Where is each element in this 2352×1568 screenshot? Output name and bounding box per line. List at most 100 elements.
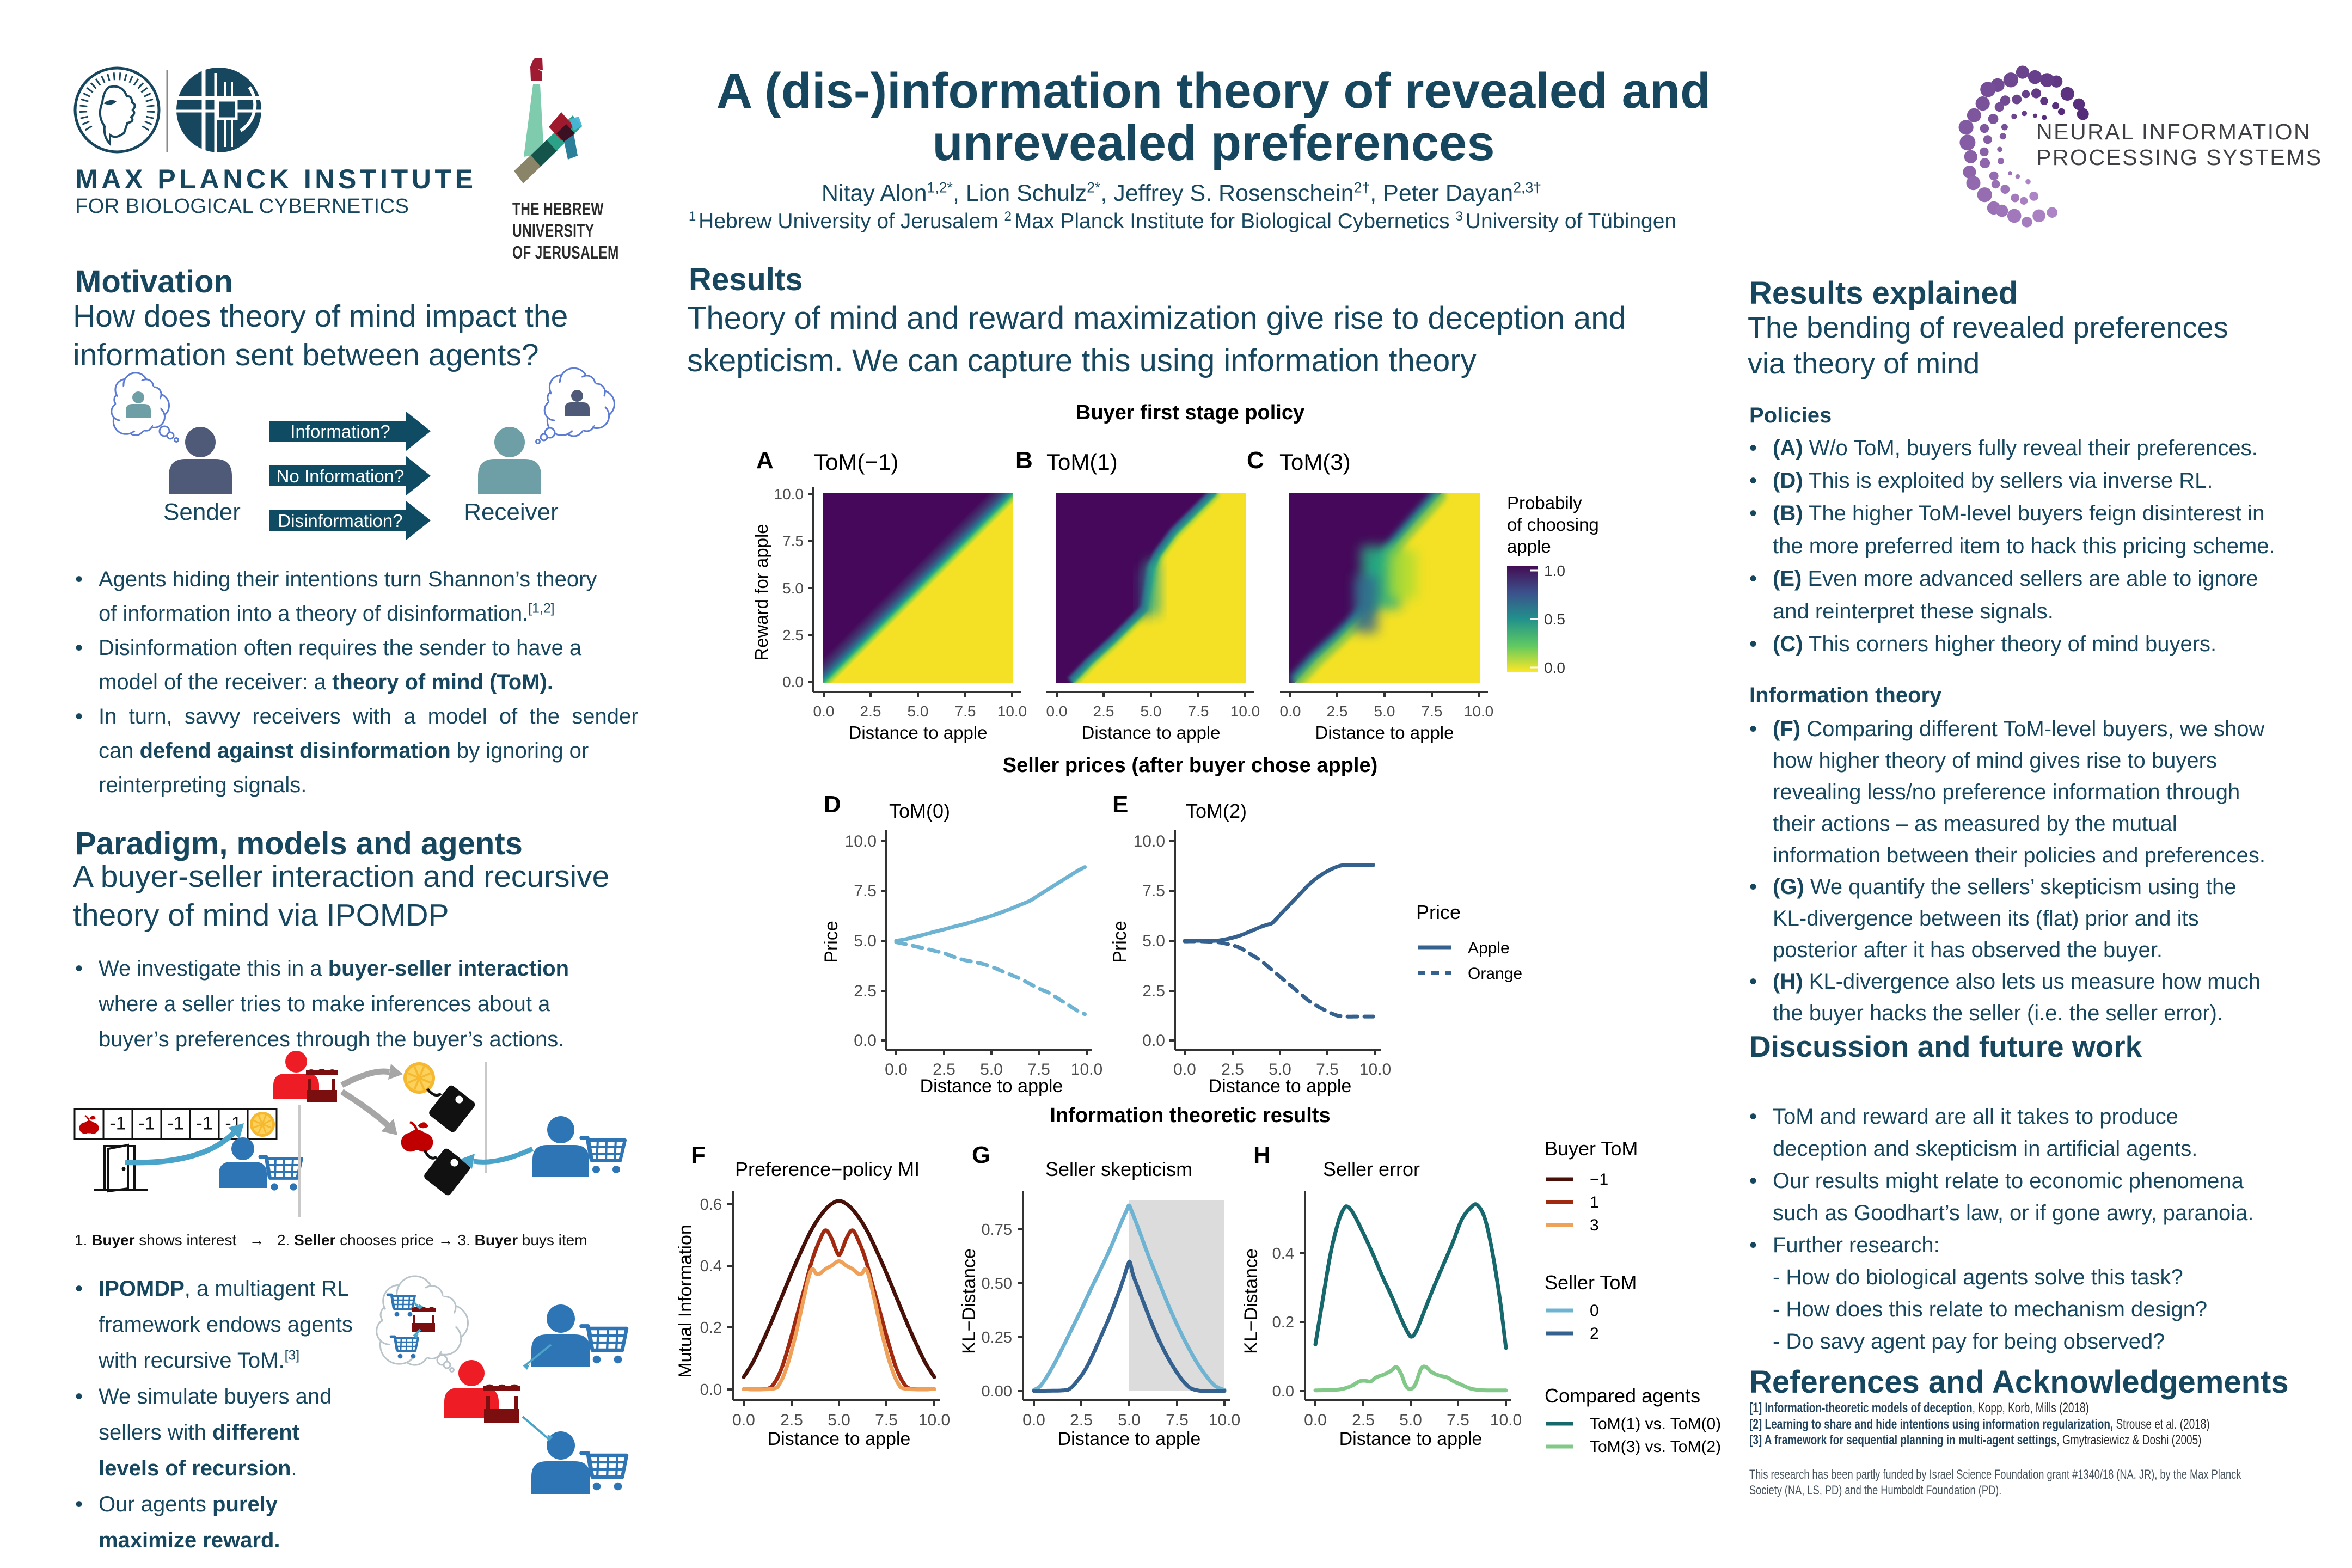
svg-text:10.0: 10.0 (1209, 1411, 1240, 1429)
svg-text:0.0: 0.0 (782, 673, 804, 690)
svg-text:Compared agents: Compared agents (1545, 1385, 1700, 1407)
svg-text:Distance to apple: Distance to apple (1339, 1429, 1483, 1449)
svg-text:B: B (1015, 447, 1033, 474)
svg-text:7.5: 7.5 (1142, 882, 1165, 900)
svg-text:2: 2 (1590, 1325, 1599, 1343)
svg-text:KL−Distance: KL−Distance (959, 1248, 979, 1354)
svg-text:-1: -1 (138, 1113, 155, 1134)
svg-text:2.5: 2.5 (780, 1411, 803, 1429)
svg-text:of choosing: of choosing (1507, 514, 1599, 535)
svg-text:7.5: 7.5 (1316, 1061, 1339, 1079)
svg-text:Disinformation?: Disinformation? (278, 511, 402, 531)
svg-text:2.5: 2.5 (860, 703, 881, 720)
svg-text:0.00: 0.00 (982, 1383, 1012, 1400)
svg-text:PROCESSING SYSTEMS: PROCESSING SYSTEMS (2036, 145, 2323, 170)
svg-text:0.0: 0.0 (1280, 703, 1301, 720)
svg-text:0.2: 0.2 (1272, 1314, 1294, 1331)
svg-text:Distance to apple: Distance to apple (920, 1076, 1063, 1097)
svg-text:NEURAL INFORMATION: NEURAL INFORMATION (2036, 119, 2311, 144)
svg-text:Distance to apple: Distance to apple (1058, 1429, 1201, 1449)
svg-text:2.5: 2.5 (933, 1061, 955, 1079)
svg-text:7.5: 7.5 (1188, 703, 1209, 720)
svg-text:Seller error: Seller error (1323, 1158, 1420, 1180)
svg-text:0.0: 0.0 (1142, 1032, 1165, 1050)
svg-text:Distance to apple: Distance to apple (1082, 722, 1221, 743)
svg-text:Distance to apple: Distance to apple (1209, 1076, 1352, 1097)
svg-text:Mutual Information: Mutual Information (675, 1224, 696, 1378)
svg-text:10.0: 10.0 (1464, 703, 1494, 720)
svg-text:Distance to apple: Distance to apple (1315, 722, 1454, 743)
svg-text:Price: Price (821, 921, 842, 963)
svg-text:H: H (1253, 1142, 1271, 1168)
svg-text:C: C (1247, 447, 1264, 474)
svg-text:10.0: 10.0 (918, 1411, 950, 1429)
svg-text:10.0: 10.0 (1230, 703, 1260, 720)
svg-text:0.4: 0.4 (1272, 1245, 1294, 1263)
svg-text:5.0: 5.0 (1269, 1061, 1291, 1079)
svg-text:2.5: 2.5 (1327, 703, 1348, 720)
svg-text:5.0: 5.0 (1142, 932, 1165, 950)
svg-text:A: A (756, 447, 774, 474)
svg-text:Information?: Information? (290, 421, 390, 442)
svg-text:5.0: 5.0 (980, 1061, 1003, 1079)
svg-text:2.5: 2.5 (1352, 1411, 1375, 1429)
svg-text:0.0: 0.0 (1046, 703, 1068, 720)
svg-text:Orange: Orange (1468, 965, 1522, 983)
svg-text:0.25: 0.25 (982, 1329, 1012, 1346)
svg-text:D: D (824, 791, 841, 818)
svg-text:0.50: 0.50 (982, 1275, 1012, 1293)
svg-text:7.5: 7.5 (854, 882, 877, 900)
svg-text:Receiver: Receiver (464, 499, 559, 525)
svg-text:1.0: 1.0 (1544, 562, 1565, 579)
svg-text:10.0: 10.0 (774, 486, 804, 503)
svg-text:7.5: 7.5 (1027, 1061, 1050, 1079)
svg-text:0.0: 0.0 (1173, 1061, 1196, 1079)
svg-text:5.0: 5.0 (1118, 1411, 1141, 1429)
svg-text:0.0: 0.0 (885, 1061, 908, 1079)
svg-text:ToM(1): ToM(1) (1046, 449, 1118, 475)
svg-text:0.6: 0.6 (700, 1196, 722, 1214)
svg-text:Apple: Apple (1468, 939, 1510, 957)
svg-text:0.75: 0.75 (982, 1221, 1012, 1239)
svg-text:0.0: 0.0 (1272, 1383, 1294, 1400)
svg-text:−1: −1 (1590, 1171, 1608, 1189)
svg-text:Probabily: Probabily (1507, 493, 1582, 513)
svg-text:E: E (1112, 791, 1128, 818)
svg-text:Distance to apple: Distance to apple (768, 1429, 911, 1449)
svg-text:0.0: 0.0 (854, 1032, 877, 1050)
svg-text:0.4: 0.4 (700, 1258, 722, 1275)
svg-text:0.2: 0.2 (700, 1319, 722, 1337)
svg-text:2.5: 2.5 (1093, 703, 1114, 720)
svg-text:ToM(3): ToM(3) (1279, 449, 1351, 475)
svg-text:7.5: 7.5 (1422, 703, 1443, 720)
svg-text:5.0: 5.0 (908, 703, 929, 720)
svg-text:Price: Price (1110, 921, 1130, 963)
svg-text:2.5: 2.5 (1070, 1411, 1093, 1429)
svg-text:ToM(1) vs. ToM(0): ToM(1) vs. ToM(0) (1590, 1415, 1721, 1433)
svg-text:Buyer ToM: Buyer ToM (1545, 1137, 1638, 1160)
svg-text:2.5: 2.5 (854, 982, 877, 1000)
svg-text:7.5: 7.5 (1447, 1411, 1469, 1429)
svg-text:Seller ToM: Seller ToM (1545, 1271, 1637, 1294)
svg-text:3: 3 (1590, 1216, 1599, 1234)
svg-text:10.0: 10.0 (1134, 832, 1165, 850)
svg-text:5.0: 5.0 (1141, 703, 1162, 720)
svg-text:0.0: 0.0 (1022, 1411, 1045, 1429)
svg-text:Preference−policy MI: Preference−policy MI (735, 1158, 920, 1180)
svg-text:5.0: 5.0 (828, 1411, 850, 1429)
svg-text:10.0: 10.0 (997, 703, 1027, 720)
svg-text:ToM(0): ToM(0) (889, 800, 950, 822)
svg-text:KL−Distance: KL−Distance (1241, 1248, 1261, 1354)
svg-text:5.0: 5.0 (854, 932, 877, 950)
svg-text:ToM(2): ToM(2) (1186, 800, 1247, 822)
svg-text:-1: -1 (109, 1113, 126, 1134)
svg-text:Seller skepticism: Seller skepticism (1045, 1158, 1192, 1180)
svg-text:apple: apple (1507, 536, 1551, 556)
svg-text:-1: -1 (196, 1113, 212, 1134)
svg-text:7.5: 7.5 (782, 532, 804, 549)
svg-text:Price: Price (1416, 901, 1461, 923)
svg-text:0.0: 0.0 (813, 703, 835, 720)
svg-text:G: G (972, 1142, 990, 1168)
svg-text:10.0: 10.0 (1359, 1061, 1391, 1079)
svg-text:Sender: Sender (163, 499, 241, 525)
